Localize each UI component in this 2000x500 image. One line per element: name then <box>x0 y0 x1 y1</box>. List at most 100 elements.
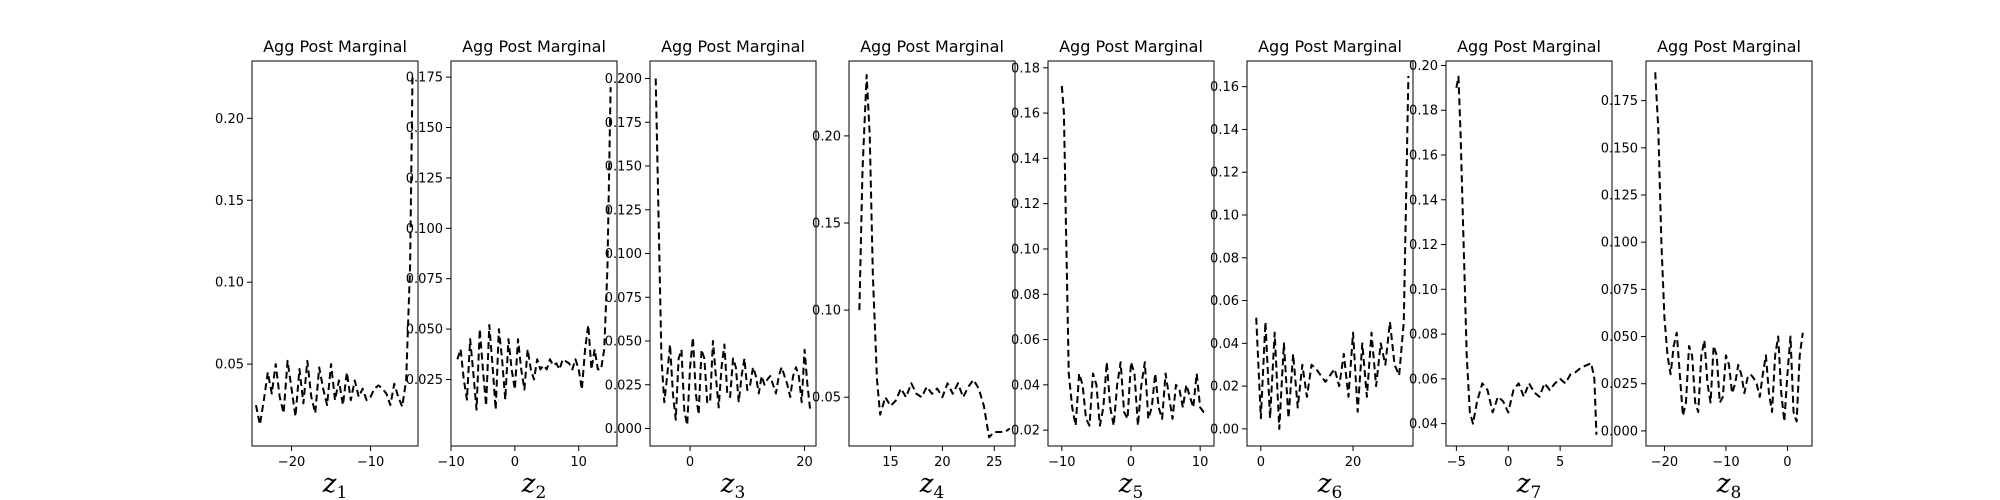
x-tick-label: 20 <box>796 455 813 470</box>
y-tick-label: 0.08 <box>1011 288 1040 303</box>
panel-8: Agg Post Marginal −20 −10 0 0.000 0.025 0.050 0… <box>1601 37 1813 500</box>
series-line <box>456 87 612 411</box>
y-tick-label: 0.20 <box>215 112 244 127</box>
x-axis-label-subscript: 1 <box>336 483 347 500</box>
x-axis-label-symbol: z <box>1516 469 1531 499</box>
y-tick-label: 0.02 <box>1011 424 1040 439</box>
plot-frame <box>1246 60 1414 447</box>
panel-4: Agg Post Marginal 15 20 25 0.05 0.10 0.15 0.20 z… <box>812 37 1016 500</box>
y-tick-label: 0.15 <box>215 194 244 209</box>
x-axis-label-subscript: 5 <box>1132 483 1143 500</box>
y-tick-label: 0.04 <box>1409 417 1438 432</box>
y-tick-label: 0.05 <box>812 391 841 406</box>
x-axis-label: z6 <box>1317 469 1343 500</box>
x-tick-label: 0 <box>1127 455 1135 470</box>
x-axis-label-subscript: 4 <box>933 483 944 500</box>
x-tick-label: −20 <box>1651 455 1678 470</box>
y-tick-label: 0.025 <box>605 378 642 393</box>
panel-title: Agg Post Marginal <box>860 37 1004 56</box>
x-axis-label-symbol: z <box>1118 469 1133 499</box>
y-tick-label: 0.025 <box>406 373 443 388</box>
x-tick-label: −10 <box>1712 455 1739 470</box>
y-tick-label: 0.125 <box>605 203 642 218</box>
y-tick-label: 0.075 <box>1601 283 1638 298</box>
x-axis-label: z4 <box>919 469 945 500</box>
x-tick-label: 0 <box>1504 455 1512 470</box>
y-tick-label: 0.15 <box>812 217 841 232</box>
x-axis-label: z2 <box>521 469 547 500</box>
x-axis-label: z7 <box>1516 469 1542 500</box>
y-tick-label: 0.10 <box>1210 209 1239 224</box>
y-tick-label: 0.100 <box>1601 236 1638 251</box>
series-line <box>654 78 812 426</box>
x-tick-label: −5 <box>1447 455 1466 470</box>
x-axis-label-symbol: z <box>1716 469 1731 499</box>
series-line <box>1654 72 1804 423</box>
y-tick-label: 0.06 <box>1409 372 1438 387</box>
x-tick-label: −10 <box>357 455 384 470</box>
plot-frame <box>1047 60 1215 447</box>
x-tick-label: 10 <box>1192 455 1209 470</box>
x-axis-label: z5 <box>1118 469 1144 500</box>
x-tick-label: 15 <box>882 455 899 470</box>
y-tick-label: 0.02 <box>1210 380 1239 395</box>
y-tick-label: 0.12 <box>1011 197 1040 212</box>
y-tick-label: 0.18 <box>1409 104 1438 119</box>
series-line <box>1455 75 1598 435</box>
y-tick-label: 0.20 <box>1409 59 1438 74</box>
x-axis-label: z3 <box>720 469 746 500</box>
x-tick-label: 10 <box>570 455 587 470</box>
y-tick-label: 0.10 <box>215 276 244 291</box>
x-tick-label: 25 <box>986 455 1003 470</box>
y-tick-label: 0.175 <box>1601 94 1638 109</box>
y-tick-label: 0.075 <box>605 291 642 306</box>
series-line <box>254 77 414 426</box>
y-tick-label: 0.14 <box>1409 193 1438 208</box>
y-tick-label: 0.06 <box>1210 294 1239 309</box>
y-tick-label: 0.10 <box>1011 242 1040 257</box>
x-axis-label-subscript: 2 <box>535 483 546 500</box>
series-line <box>858 73 1011 439</box>
panel-3: Agg Post Marginal 0 20 0.000 0.025 0.050 0.075… <box>605 37 817 500</box>
panel-title: Agg Post Marginal <box>1258 37 1402 56</box>
x-axis-label-subscript: 3 <box>734 483 745 500</box>
y-tick-label: 0.000 <box>1601 424 1638 439</box>
plot-frame <box>251 60 419 447</box>
series-line <box>1060 85 1208 427</box>
panel-title: Agg Post Marginal <box>661 37 805 56</box>
x-tick-label: 0 <box>511 455 519 470</box>
panel-title: Agg Post Marginal <box>1657 37 1801 56</box>
y-tick-label: 0.12 <box>1210 166 1239 181</box>
y-tick-label: 0.100 <box>406 222 443 237</box>
series-line <box>1255 75 1410 430</box>
y-tick-label: 0.125 <box>406 171 443 186</box>
y-tick-label: 0.025 <box>1601 377 1638 392</box>
panel-title: Agg Post Marginal <box>263 37 407 56</box>
y-tick-label: 0.150 <box>406 121 443 136</box>
y-tick-label: 0.05 <box>215 358 244 373</box>
y-tick-label: 0.175 <box>605 116 642 131</box>
panel-1: Agg Post Marginal −20 −10 0.05 0.10 0.15 0.20 z… <box>215 37 419 500</box>
y-tick-label: 0.10 <box>1409 283 1438 298</box>
y-tick-label: 0.150 <box>1601 141 1638 156</box>
x-tick-label: −10 <box>437 455 464 470</box>
y-tick-label: 0.20 <box>812 129 841 144</box>
x-tick-label: 5 <box>1556 455 1564 470</box>
y-tick-label: 0.050 <box>605 335 642 350</box>
panel-5: Agg Post Marginal −10 0 10 0.02 0.04 0.06 0.08 0… <box>1011 37 1215 500</box>
panel-2: Agg Post Marginal −10 0 10 0.025 0.050 0.075 0.… <box>406 37 618 500</box>
y-tick-label: 0.050 <box>1601 330 1638 345</box>
panel-7: Agg Post Marginal −5 0 5 0.04 0.06 0.08 0.10 0.1… <box>1409 37 1613 500</box>
y-tick-label: 0.100 <box>605 247 642 262</box>
plot-frame <box>1445 60 1613 447</box>
x-tick-label: 20 <box>1345 455 1362 470</box>
y-tick-label: 0.150 <box>605 160 642 175</box>
x-axis-label: z1 <box>322 469 348 500</box>
x-tick-label: 20 <box>934 455 951 470</box>
x-axis-label-symbol: z <box>521 469 536 499</box>
plot-frame <box>848 60 1016 447</box>
x-tick-label: 0 <box>686 455 694 470</box>
y-tick-label: 0.050 <box>406 323 443 338</box>
panel-title: Agg Post Marginal <box>1059 37 1203 56</box>
